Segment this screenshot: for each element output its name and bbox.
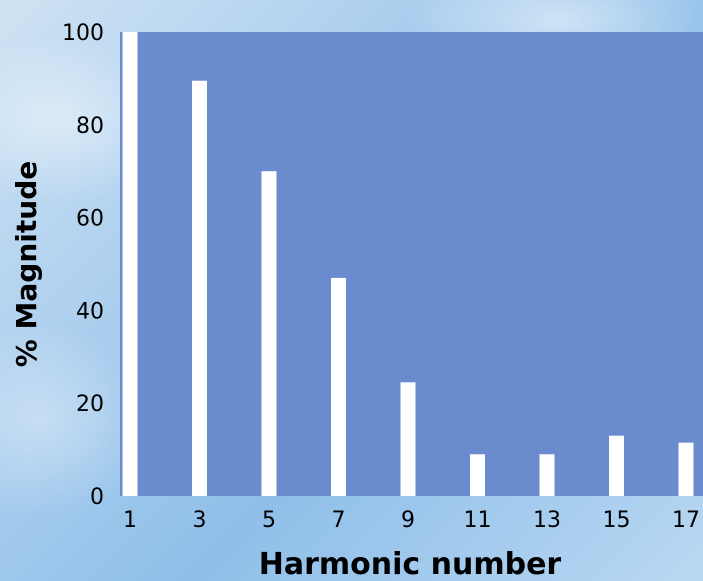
x-tick-label: 3 bbox=[193, 508, 207, 533]
y-tick-labels: 0 20 40 60 80 100 bbox=[62, 21, 104, 510]
bars-group bbox=[122, 32, 694, 496]
bar-harmonic-5 bbox=[261, 171, 277, 496]
y-tick-label: 60 bbox=[76, 207, 104, 232]
bar-harmonic-17 bbox=[678, 442, 694, 496]
bar-harmonic-1 bbox=[122, 32, 138, 496]
x-axis-title: Harmonic number bbox=[259, 547, 562, 581]
x-tick-label: 9 bbox=[401, 508, 415, 533]
y-axis-title: % Magnitude bbox=[10, 161, 43, 368]
bar-harmonic-11 bbox=[470, 454, 485, 496]
x-tick-label: 15 bbox=[603, 508, 631, 533]
x-tick-label: 11 bbox=[464, 508, 492, 533]
bar-harmonic-13 bbox=[539, 454, 555, 496]
bar-harmonic-9 bbox=[400, 382, 416, 496]
x-tick-label: 1 bbox=[123, 508, 137, 533]
x-tick-label: 17 bbox=[672, 508, 700, 533]
x-tick-labels: 1 3 5 7 9 11 13 15 17 bbox=[123, 508, 700, 533]
y-tick-label: 0 bbox=[90, 485, 104, 510]
x-tick-label: 13 bbox=[533, 508, 561, 533]
y-tick-label: 80 bbox=[76, 114, 104, 139]
bar-harmonic-15 bbox=[609, 435, 624, 496]
bar-harmonic-7 bbox=[331, 277, 346, 496]
bar-harmonic-3 bbox=[192, 80, 207, 496]
y-tick-label: 40 bbox=[76, 299, 104, 324]
y-tick-label: 100 bbox=[62, 21, 104, 46]
x-tick-label: 5 bbox=[262, 508, 276, 533]
y-tick-label: 20 bbox=[76, 392, 104, 417]
x-tick-label: 7 bbox=[332, 508, 346, 533]
